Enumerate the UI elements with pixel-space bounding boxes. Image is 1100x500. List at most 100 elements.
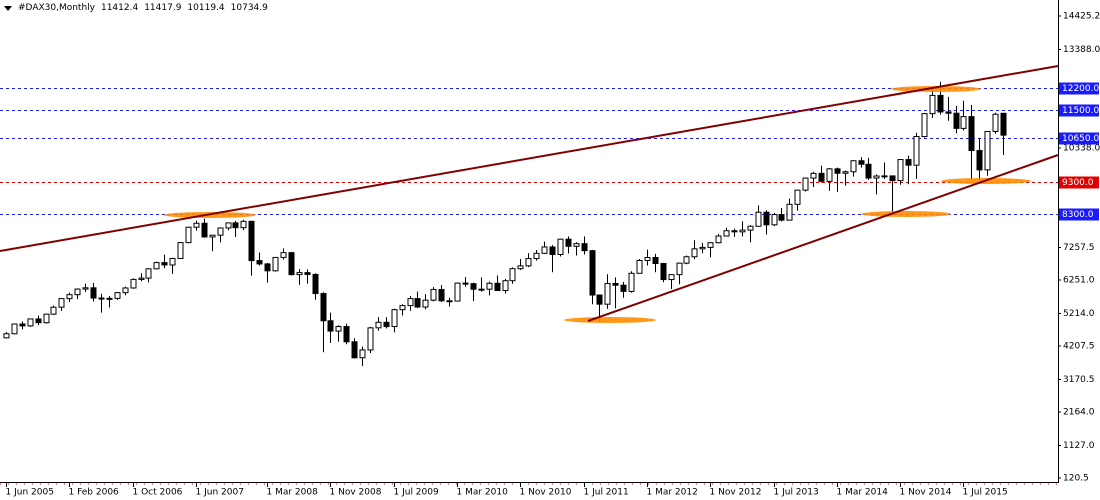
open-value: 11412.4: [100, 3, 139, 13]
candle-body: [865, 163, 872, 179]
candle-body: [573, 243, 580, 247]
candle-body: [541, 246, 548, 254]
candle-body: [383, 321, 390, 328]
candles: [3, 81, 1007, 366]
x-tick-label: 1 Mar 2014: [837, 488, 889, 498]
candle-body: [502, 280, 509, 292]
candle-body: [683, 256, 690, 264]
candle-body: [834, 168, 841, 174]
level-label: 12200.0: [1062, 84, 1099, 94]
level-label-box: [1059, 104, 1099, 117]
candle-body: [391, 309, 398, 328]
candle-body: [494, 282, 501, 292]
level-label: 11500.0: [1062, 106, 1099, 116]
candle-body: [691, 248, 698, 258]
x-tick-label: 1 Oct 2006: [133, 488, 183, 498]
candle-body: [826, 168, 833, 182]
candle-body: [549, 246, 556, 255]
level-label-box: [1059, 82, 1099, 95]
candle-body: [27, 318, 34, 327]
candle-body: [248, 220, 255, 262]
candle-body: [161, 262, 168, 266]
candle-body: [201, 222, 208, 238]
candle-body: [312, 273, 319, 295]
candle-body: [240, 220, 247, 229]
x-tick-label: 1 Feb 2006: [69, 488, 120, 498]
candle-body: [810, 172, 817, 179]
highlight-ellipse: [861, 211, 951, 217]
candle-body: [399, 305, 406, 311]
candle-body: [66, 294, 73, 300]
candle-body: [858, 160, 865, 165]
candle-body: [842, 171, 849, 174]
level-label-box: [1059, 132, 1099, 145]
candle-body: [153, 262, 160, 270]
candle-body: [272, 256, 279, 272]
candle-body: [359, 349, 366, 359]
candle-body: [145, 268, 152, 279]
candle-body: [755, 211, 762, 227]
candle-body: [486, 282, 493, 290]
level-label-box: [1059, 176, 1099, 189]
drawings: [0, 65, 1059, 323]
candle-body: [438, 288, 445, 302]
candle-body: [82, 287, 89, 290]
candle-body: [320, 293, 327, 322]
trend-line: [587, 154, 1059, 322]
x-tick-label: 1 Nov 2012: [710, 488, 762, 498]
candle-body: [185, 226, 192, 244]
candle-body: [921, 113, 928, 137]
candle-body: [715, 235, 722, 244]
candle-body: [929, 94, 936, 115]
candle-body: [296, 272, 303, 276]
candle-body: [786, 203, 793, 221]
x-tick-label: 1 Jul 2011: [584, 488, 629, 498]
candle-body: [375, 321, 382, 329]
candle-body: [98, 297, 105, 300]
x-tick-label: 1 Jul 2009: [394, 488, 439, 498]
candle-body: [660, 263, 667, 281]
y-tick-label: 10338.0: [1063, 143, 1100, 153]
candle-body: [430, 288, 437, 301]
candle-body: [707, 242, 714, 248]
x-tick-label: 1 Nov 2014: [900, 488, 952, 498]
x-tick-label: 1 Mar 2012: [647, 488, 698, 498]
candle-body: [913, 135, 920, 166]
x-tick-label: 1 Nov 2008: [330, 488, 382, 498]
candle-body: [620, 284, 627, 292]
candle-body: [525, 258, 532, 267]
y-tick-label: 1127.0: [1063, 441, 1095, 451]
x-tick-label: 1 Nov 2010: [520, 488, 572, 498]
candle-body: [288, 252, 295, 276]
candle-body: [74, 288, 81, 296]
y-tick-label: 7257.5: [1063, 243, 1095, 253]
trend-line: [0, 65, 1059, 252]
candle-body: [138, 277, 145, 280]
close-value: 10734.9: [230, 3, 268, 13]
x-tick-label: 1 Mar 2010: [457, 488, 509, 498]
x-tick-label: 1 Jun 2007: [196, 488, 244, 498]
candle-body: [739, 229, 746, 233]
y-tick-label: 3170.5: [1063, 375, 1095, 385]
candle-body: [676, 262, 683, 276]
level-label: 8300.0: [1062, 210, 1094, 220]
candle-body: [35, 318, 42, 324]
candle-body: [367, 327, 374, 351]
candle-body: [589, 250, 596, 296]
candle-body: [462, 282, 469, 285]
candle-body: [723, 230, 730, 237]
candle-body: [90, 287, 97, 299]
candle-body: [953, 112, 960, 129]
candle-body: [771, 214, 778, 226]
candle-body: [612, 283, 619, 286]
x-tick-label: 1 Jun 2005: [6, 488, 54, 498]
y-tick-label: 5214.0: [1063, 309, 1095, 319]
candle-body: [327, 320, 334, 332]
candle-body: [343, 326, 350, 343]
candle-body: [509, 268, 516, 282]
candle-body: [3, 333, 10, 339]
chart-header: #DAX30,Monthly 11412.4 11417.9 10119.4 1…: [4, 3, 268, 13]
candle-body: [217, 227, 224, 236]
menu-icon: [4, 5, 12, 11]
